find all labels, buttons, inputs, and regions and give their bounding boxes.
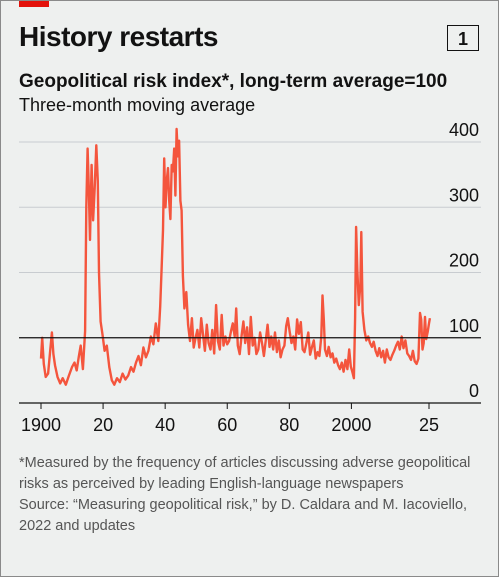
y-tick-label: 300: [449, 185, 479, 205]
x-tick-label: 20: [93, 415, 113, 435]
y-tick-label: 0: [469, 381, 479, 401]
y-tick-label: 100: [449, 316, 479, 336]
series-layer: [39, 127, 432, 386]
y-tick-labels: 0 100 200 300 400: [449, 121, 479, 401]
x-tick-label: 2000: [331, 415, 371, 435]
line-chart: 0 100 200 300 400 1900 20 40 60 80 2000 25: [19, 121, 481, 435]
y-tick-label: 200: [449, 251, 479, 271]
x-tick-label: 60: [217, 415, 237, 435]
chart-title: Geopolitical risk index*, long-term aver…: [19, 71, 448, 92]
brand-tab: [19, 1, 49, 7]
x-tick-label: 25: [419, 415, 439, 435]
footnote-text: *Measured by the frequency of articles d…: [19, 455, 471, 492]
gridlines: [19, 141, 481, 274]
figure-number-badge: 1: [447, 25, 479, 51]
axes: [19, 337, 481, 409]
chart-headline: History restarts: [19, 21, 218, 52]
x-tick-label: 1900: [21, 415, 61, 435]
chart-subtitle: Three-month moving average: [19, 95, 256, 115]
series-line: [39, 127, 432, 386]
x-tick-labels: 1900 20 40 60 80 2000 25: [21, 415, 439, 435]
y-tick-label: 400: [449, 121, 479, 140]
source-text: Source: “Measuring geopolitical risk,” b…: [19, 497, 468, 534]
x-tick-label: 40: [155, 415, 175, 435]
footnote: *Measured by the frequency of articles d…: [19, 453, 489, 537]
x-tick-label: 80: [279, 415, 299, 435]
